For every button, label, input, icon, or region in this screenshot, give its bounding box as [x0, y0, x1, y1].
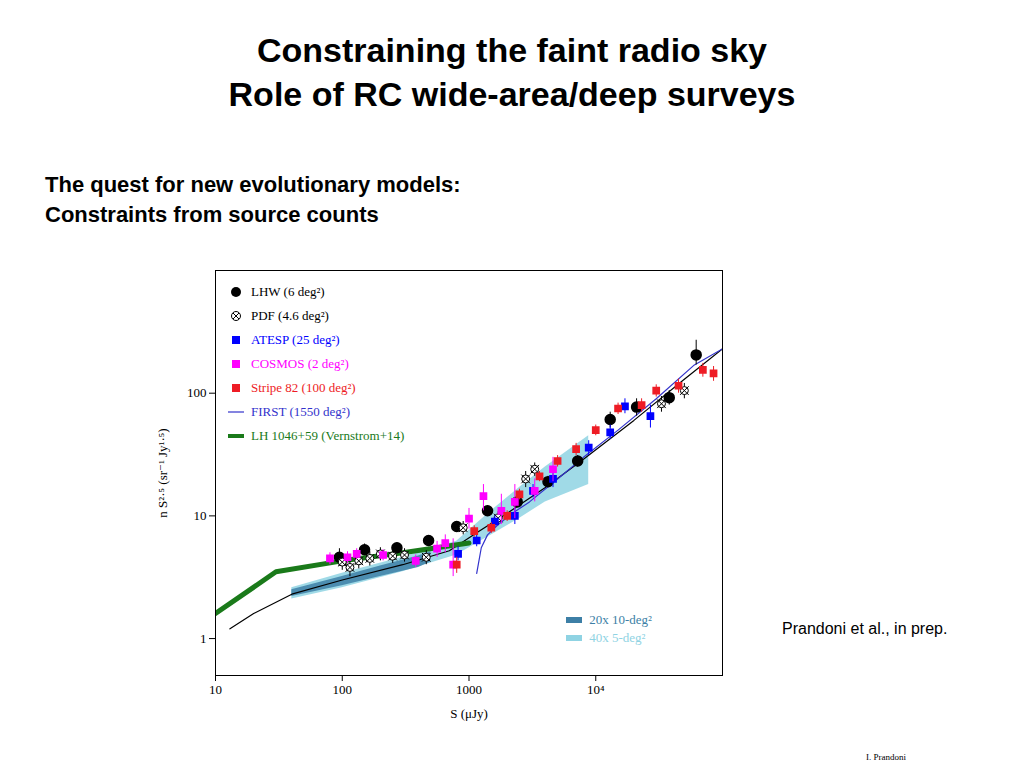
svg-text:S (μJy): S (μJy) — [450, 706, 488, 721]
html-text:20x 10-deg²: 20x 10-deg² — [589, 612, 652, 627]
html-text:LH 1046+59 (Vernstrom+14): LH 1046+59 (Vernstrom+14) — [251, 428, 405, 443]
svg-text:10: 10 — [194, 508, 207, 523]
html-text:Stripe 82 (100 deg²): Stripe 82 (100 deg²) — [251, 380, 356, 395]
svg-text:10⁴: 10⁴ — [587, 682, 605, 697]
html-text:I. Prandoni: I. Prandoni — [866, 752, 906, 762]
html-text:40x 5-deg²: 40x 5-deg² — [589, 630, 646, 645]
svg-text:10: 10 — [209, 682, 222, 697]
html-text:ATESP (25 deg²): ATESP (25 deg²) — [251, 332, 340, 347]
html-text:The quest for new evolutionary: The quest for new evolutionary models: — [45, 172, 461, 197]
html-text:Prandoni et al., in prep.: Prandoni et al., in prep. — [782, 620, 948, 637]
html-text:Constraining the faint radio s: Constraining the faint radio sky — [257, 31, 767, 69]
html-text:FIRST (1550 deg²): FIRST (1550 deg²) — [251, 404, 350, 419]
html-text:LHW (6 deg²): LHW (6 deg²) — [251, 284, 325, 299]
html-text:Constraints from source counts: Constraints from source counts — [45, 202, 379, 227]
svg-text:1: 1 — [200, 631, 207, 646]
svg-text:100: 100 — [187, 385, 207, 400]
html-text:PDF (4.6 deg²): PDF (4.6 deg²) — [251, 308, 329, 323]
html-text:COSMOS (2 deg²): COSMOS (2 deg²) — [251, 356, 349, 371]
html-text:Role of RC wide-area/deep surv: Role of RC wide-area/deep surveys — [228, 75, 796, 113]
svg-text:100: 100 — [333, 682, 353, 697]
svg-text:1000: 1000 — [456, 682, 482, 697]
svg-text:n S²·⁵ (sr⁻¹ Jy¹·⁵): n S²·⁵ (sr⁻¹ Jy¹·⁵) — [155, 428, 170, 517]
